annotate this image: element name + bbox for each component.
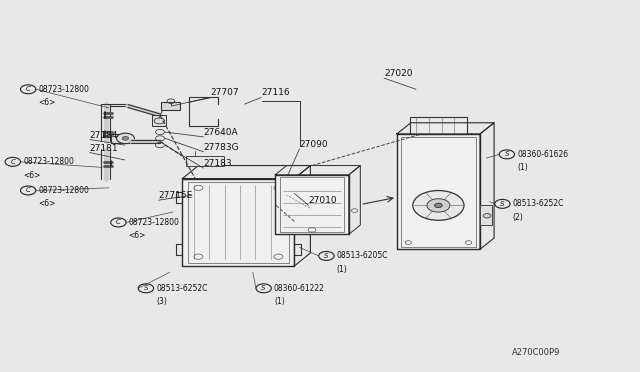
Text: 27707: 27707 bbox=[210, 89, 239, 97]
Text: A270C00P9: A270C00P9 bbox=[512, 348, 561, 357]
Bar bbox=[152, 115, 166, 126]
Text: 08513-6252C: 08513-6252C bbox=[156, 284, 207, 293]
Text: S: S bbox=[504, 151, 509, 157]
Text: 27116: 27116 bbox=[261, 89, 290, 97]
Text: (1): (1) bbox=[517, 163, 528, 172]
Bar bbox=[410, 117, 467, 134]
Bar bbox=[480, 205, 492, 225]
Text: 08513-6252C: 08513-6252C bbox=[513, 199, 564, 208]
Text: 08723-12800: 08723-12800 bbox=[38, 85, 89, 94]
Bar bbox=[161, 102, 180, 110]
Text: 27783G: 27783G bbox=[204, 143, 239, 152]
Circle shape bbox=[427, 199, 450, 212]
Text: 08360-61626: 08360-61626 bbox=[517, 150, 568, 159]
Text: 27010: 27010 bbox=[308, 196, 337, 205]
Bar bbox=[275, 175, 349, 234]
Text: C: C bbox=[26, 86, 31, 92]
Bar bbox=[280, 177, 344, 232]
Bar bbox=[111, 134, 131, 143]
Text: 08513-6205C: 08513-6205C bbox=[337, 251, 388, 260]
Text: <6>: <6> bbox=[38, 98, 56, 107]
Text: 27020: 27020 bbox=[384, 69, 413, 78]
Circle shape bbox=[413, 190, 464, 220]
Text: <6>: <6> bbox=[129, 231, 146, 240]
Text: 08723-12800: 08723-12800 bbox=[23, 157, 74, 166]
Text: 08723-12800: 08723-12800 bbox=[38, 186, 89, 195]
Text: (1): (1) bbox=[337, 265, 348, 274]
Text: 27181: 27181 bbox=[90, 144, 118, 153]
Text: C: C bbox=[10, 159, 15, 165]
Text: S: S bbox=[261, 285, 266, 291]
Text: 27183: 27183 bbox=[204, 159, 232, 168]
Bar bbox=[188, 182, 289, 263]
Text: S: S bbox=[324, 253, 329, 259]
Text: C: C bbox=[26, 187, 31, 193]
Text: 27184: 27184 bbox=[90, 131, 118, 140]
Text: 27090: 27090 bbox=[300, 140, 328, 149]
Text: 08723-12800: 08723-12800 bbox=[129, 218, 179, 227]
Bar bbox=[397, 134, 480, 249]
Text: C: C bbox=[116, 219, 121, 225]
Circle shape bbox=[435, 203, 442, 208]
Text: 27640A: 27640A bbox=[204, 128, 238, 137]
Text: S: S bbox=[500, 201, 505, 207]
Bar bbox=[186, 156, 224, 166]
Circle shape bbox=[122, 137, 129, 140]
Bar bbox=[182, 179, 294, 266]
Text: S: S bbox=[143, 285, 148, 291]
Circle shape bbox=[483, 214, 491, 218]
Bar bbox=[401, 137, 476, 247]
Text: (1): (1) bbox=[274, 297, 285, 306]
Text: <6>: <6> bbox=[38, 199, 56, 208]
Text: (2): (2) bbox=[513, 213, 524, 222]
Text: (3): (3) bbox=[156, 297, 167, 306]
Text: <6>: <6> bbox=[23, 171, 40, 180]
Text: 27715E: 27715E bbox=[159, 191, 193, 200]
Text: 08360-61222: 08360-61222 bbox=[274, 284, 324, 293]
Circle shape bbox=[116, 133, 134, 144]
